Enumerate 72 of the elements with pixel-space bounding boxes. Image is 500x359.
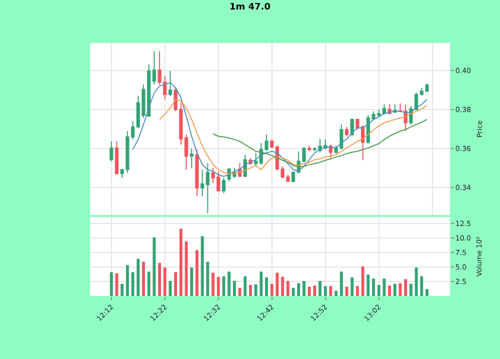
- bar: [426, 289, 428, 296]
- line-series: [159, 98, 428, 174]
- bar: [329, 286, 332, 296]
- bar: [281, 276, 284, 296]
- bar: [232, 280, 236, 296]
- bar: [131, 272, 134, 296]
- bar: [254, 284, 258, 296]
- bar: [313, 286, 316, 296]
- chart-title: 1m 47.0: [230, 2, 270, 13]
- line-series: [212, 118, 428, 168]
- bar: [372, 278, 375, 296]
- bar: [238, 288, 242, 296]
- candlestick: [114, 140, 119, 176]
- bar: [216, 276, 220, 296]
- bar: [356, 286, 359, 296]
- candlestick: [270, 139, 274, 148]
- bar: [136, 258, 140, 296]
- bar: [340, 272, 343, 296]
- bar: [206, 262, 210, 296]
- bar: [249, 284, 252, 296]
- bar: [404, 279, 408, 296]
- bar: [308, 286, 311, 296]
- bar: [174, 272, 178, 296]
- candlestick: [291, 170, 296, 183]
- bar: [110, 272, 113, 296]
- bar: [260, 272, 263, 296]
- bar: [126, 265, 129, 296]
- candlestick: [168, 70, 172, 97]
- candlestick: [308, 145, 312, 152]
- bar: [158, 262, 162, 296]
- candlestick: [206, 162, 210, 214]
- bar: [200, 236, 204, 296]
- candlestick: [195, 149, 199, 197]
- bar: [152, 237, 156, 296]
- bar: [147, 272, 150, 296]
- bar: [196, 250, 198, 296]
- bar: [184, 241, 188, 296]
- candlestick: [190, 148, 194, 169]
- bar: [228, 272, 231, 296]
- bar: [265, 277, 268, 296]
- bar: [334, 290, 338, 296]
- bar: [377, 284, 380, 296]
- bar: [190, 268, 194, 296]
- bar: [420, 276, 424, 296]
- bar: [409, 284, 412, 296]
- candlestick: [254, 152, 258, 166]
- bar: [393, 284, 396, 296]
- bar: [388, 286, 392, 296]
- bar: [179, 228, 182, 296]
- bar: [244, 276, 247, 296]
- bar: [286, 280, 290, 296]
- bar: [350, 277, 354, 296]
- bar: [361, 266, 364, 296]
- bar: [212, 272, 214, 296]
- bar: [142, 262, 145, 296]
- bar: [270, 284, 274, 296]
- line-series: [132, 82, 428, 177]
- bar: [163, 268, 166, 296]
- candlestick: [328, 144, 333, 158]
- bar: [382, 278, 386, 296]
- candlestick: [152, 50, 156, 85]
- bar: [120, 284, 124, 296]
- candlestick: [222, 178, 226, 194]
- bar: [324, 286, 327, 296]
- candlestick: [344, 126, 349, 137]
- bar: [302, 280, 306, 296]
- candlestick: [200, 169, 204, 197]
- bar: [297, 283, 300, 296]
- candlestick: [110, 140, 114, 162]
- bar: [318, 280, 322, 296]
- bar: [414, 268, 418, 296]
- bar: [366, 274, 370, 296]
